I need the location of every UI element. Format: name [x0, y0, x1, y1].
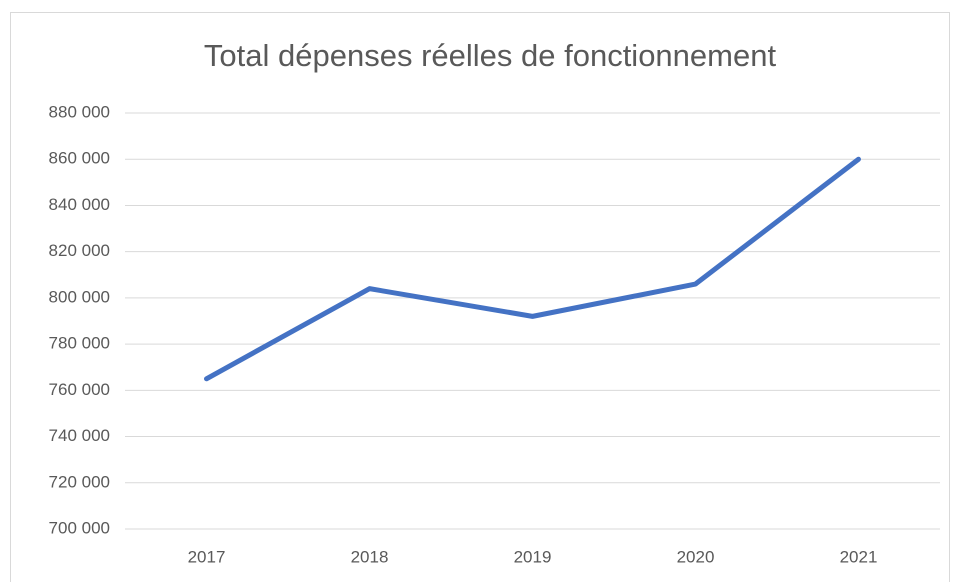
y-tick-label: 780 000 [49, 334, 110, 353]
y-tick-label: 800 000 [49, 287, 110, 306]
x-tick-label: 2019 [514, 547, 552, 566]
y-tick-label: 840 000 [49, 195, 110, 214]
y-tick-label: 880 000 [49, 102, 110, 121]
x-tick-label: 2017 [188, 547, 226, 566]
chart-frame [10, 12, 950, 582]
y-tick-label: 720 000 [49, 472, 110, 491]
line-series [204, 156, 861, 382]
y-tick-label: 860 000 [49, 149, 110, 168]
x-tick-label: 2021 [840, 547, 878, 566]
y-tick-label: 740 000 [49, 426, 110, 445]
y-tick-label: 760 000 [49, 380, 110, 399]
y-tick-label: 820 000 [49, 241, 110, 260]
y-tick-label: 700 000 [49, 518, 110, 537]
x-tick-label: 2018 [351, 547, 389, 566]
x-tick-label: 2020 [677, 547, 715, 566]
chart-title: Total dépenses réelles de fonctionnement [204, 38, 777, 73]
